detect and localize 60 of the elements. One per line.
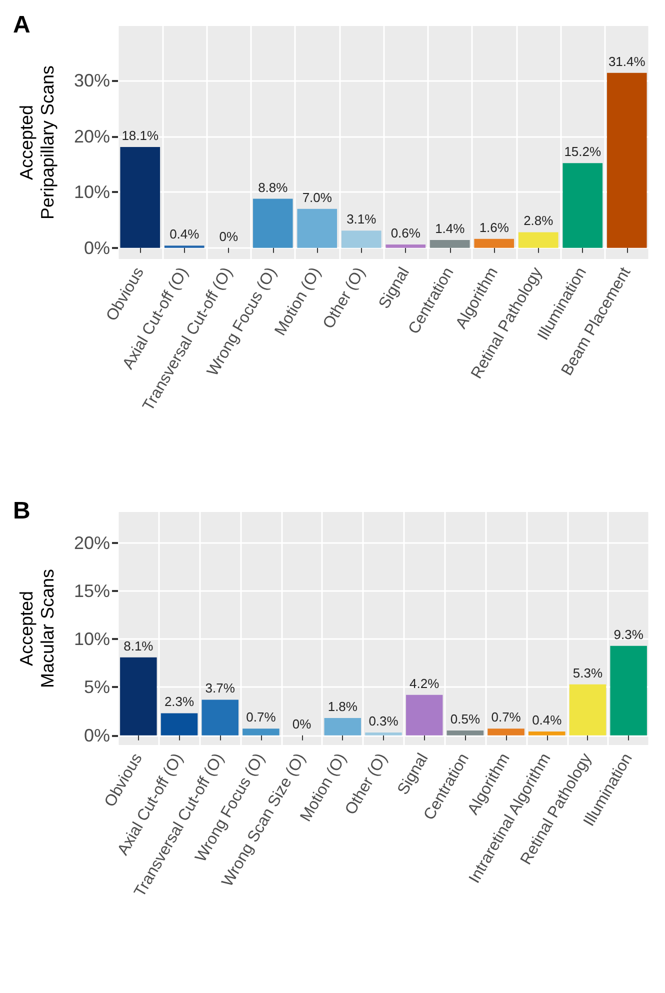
data-label: 0.3%: [368, 713, 399, 728]
data-label: 18.1%: [122, 128, 159, 143]
data-label: 0.7%: [491, 710, 522, 725]
data-label: 15.2%: [564, 144, 602, 160]
data-label: 7.0%: [302, 190, 332, 205]
bar: [430, 240, 470, 248]
data-label: 0.4%: [532, 712, 562, 728]
bar: [406, 694, 443, 736]
data-label: 2.3%: [164, 694, 195, 710]
y-tick-label: 0%: [84, 725, 110, 746]
bar: [297, 208, 338, 248]
y-axis-title: Accepted Peripapillary Scans: [16, 65, 58, 220]
bar: [324, 718, 362, 736]
bar: [120, 146, 160, 248]
y-tick-label: 0%: [84, 238, 110, 258]
bar: [606, 72, 647, 248]
bar: [569, 684, 606, 736]
data-label: 0.7%: [246, 710, 276, 725]
data-label: 8.1%: [124, 638, 154, 654]
bar: [446, 730, 484, 736]
bar: [160, 713, 198, 736]
bar: [488, 728, 524, 736]
data-label: 3.1%: [346, 212, 377, 227]
bar: [474, 238, 514, 248]
bar: [120, 657, 157, 736]
y-tick-label: 20%: [74, 126, 110, 146]
y-tick-label: 10%: [74, 182, 110, 202]
data-label: 1.4%: [435, 221, 466, 236]
data-label: 5.3%: [572, 665, 603, 680]
data-label: 0%: [292, 716, 312, 732]
data-label: 0.5%: [450, 712, 480, 727]
bar: [386, 244, 426, 248]
y-tick-label: 10%: [74, 629, 110, 650]
data-label: 0.6%: [390, 226, 421, 241]
bar: [202, 700, 238, 736]
y-axis-title: Accepted Macular Scans: [16, 568, 58, 688]
data-label: 4.2%: [410, 676, 440, 691]
chart-title: A: [13, 12, 30, 38]
bar: [562, 163, 603, 248]
data-label: 31.4%: [608, 54, 646, 69]
data-label: 1.6%: [479, 220, 510, 235]
data-label: 0.4%: [170, 226, 200, 242]
bar: [242, 728, 280, 736]
y-tick-label: 15%: [74, 580, 110, 601]
bar: [528, 732, 566, 736]
data-label: 2.8%: [524, 213, 554, 228]
bar: [365, 732, 402, 736]
bar: [341, 230, 382, 248]
data-label: 9.3%: [614, 626, 644, 642]
chart-title: B: [13, 498, 30, 524]
bar: [610, 646, 647, 736]
y-tick-label: 20%: [74, 532, 110, 553]
data-label: 8.8%: [258, 180, 288, 195]
bar: [252, 198, 293, 248]
data-label: 3.7%: [205, 680, 236, 696]
data-label: 0%: [219, 228, 238, 244]
y-tick-label: 30%: [74, 70, 110, 91]
data-label: 1.8%: [328, 699, 358, 714]
y-tick-label: 5%: [84, 677, 110, 698]
bar: [518, 232, 558, 248]
